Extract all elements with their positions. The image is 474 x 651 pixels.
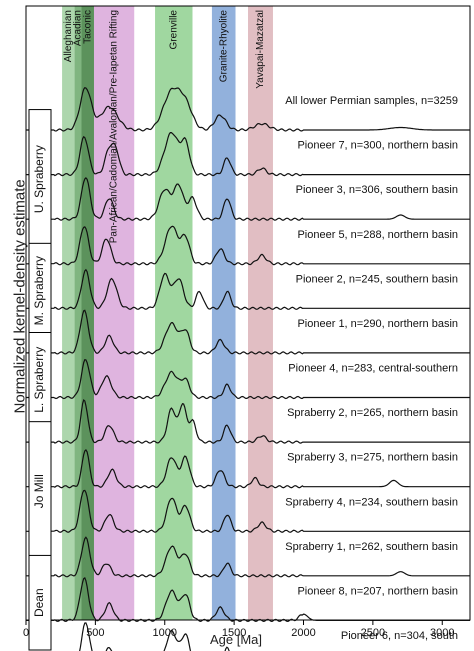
band-6 (248, 6, 273, 620)
series-line-8 (26, 448, 470, 489)
series-line-9 (26, 489, 470, 533)
series-line-11 (26, 577, 470, 623)
group-label-3: Jo Mill (32, 474, 46, 508)
series-line-2 (26, 177, 470, 221)
series-line-3 (26, 225, 470, 266)
plot-frame (25, 5, 471, 621)
x-tick-label-6: 3000 (430, 627, 454, 639)
band-label-4: Grenville (168, 10, 179, 50)
series-label-10: Spraberry 1, n=262, southern basin (285, 541, 458, 553)
series-label-1: Pioneer 7, n=300, northern basin (297, 140, 458, 152)
x-tick-label-0: 0 (23, 627, 29, 639)
y-axis-label: Normalized kernel-density estimate (11, 179, 29, 414)
series-label-5: Pioneer 1, n=290, northern basin (297, 318, 458, 330)
band-label-2: Taconic (82, 10, 93, 44)
band-label-5: Granite-Rhyolite (218, 10, 229, 83)
band-1 (74, 6, 82, 620)
series-label-12: Pioneer 6, n=304, south (341, 630, 458, 642)
band-3 (93, 6, 135, 620)
series-line-7 (26, 398, 470, 444)
band-label-1: Acadian (73, 10, 84, 46)
series-line-5 (26, 309, 470, 355)
series-label-2: Pioneer 3, n=306, southern basin (296, 184, 458, 196)
group-box-4 (28, 554, 52, 651)
group-label-2: L. Spraberry (32, 347, 46, 413)
x-tick-label-5: 2500 (361, 627, 385, 639)
series-line-6 (26, 359, 470, 400)
group-label-1: M. Spraberry (32, 256, 46, 325)
series-label-7: Spraberry 2, n=265, northern basin (287, 407, 458, 419)
band-label-0: Alleghanian (63, 10, 74, 62)
series-line-0 (26, 87, 470, 132)
band-5 (211, 6, 236, 620)
band-label-6: Yavapai-Mazatzal (255, 10, 266, 89)
x-tick-label-2: 1000 (153, 627, 177, 639)
series-label-11: Pioneer 8, n=207, northern basin (297, 585, 458, 597)
series-line-1 (26, 132, 470, 177)
group-label-0: U. Spraberry (32, 145, 46, 213)
band-label-3: Pan-African/Cadomian/Avalonian/Pre-Iapet… (109, 10, 120, 243)
x-axis-label: Age [Ma] (210, 632, 263, 647)
group-label-4: Dean (32, 588, 46, 617)
series-label-6: Pioneer 4, n=283, central-southern (288, 363, 458, 375)
series-line-10 (26, 536, 470, 578)
band-4 (155, 6, 193, 620)
series-label-4: Pioneer 2, n=245, southern basin (296, 273, 458, 285)
band-2 (81, 6, 94, 620)
series-label-3: Pioneer 5, n=288, northern basin (297, 229, 458, 241)
band-0 (62, 6, 75, 620)
x-tick-label-3: 1500 (222, 627, 246, 639)
series-label-0: All lower Permian samples, n=3259 (285, 95, 458, 107)
x-tick-label-1: 500 (86, 627, 104, 639)
series-label-9: Spraberry 4, n=234, southern basin (285, 496, 458, 508)
series-line-4 (26, 268, 470, 310)
x-tick-label-4: 2000 (291, 627, 315, 639)
series-label-8: Spraberry 3, n=275, northern basin (287, 452, 458, 464)
